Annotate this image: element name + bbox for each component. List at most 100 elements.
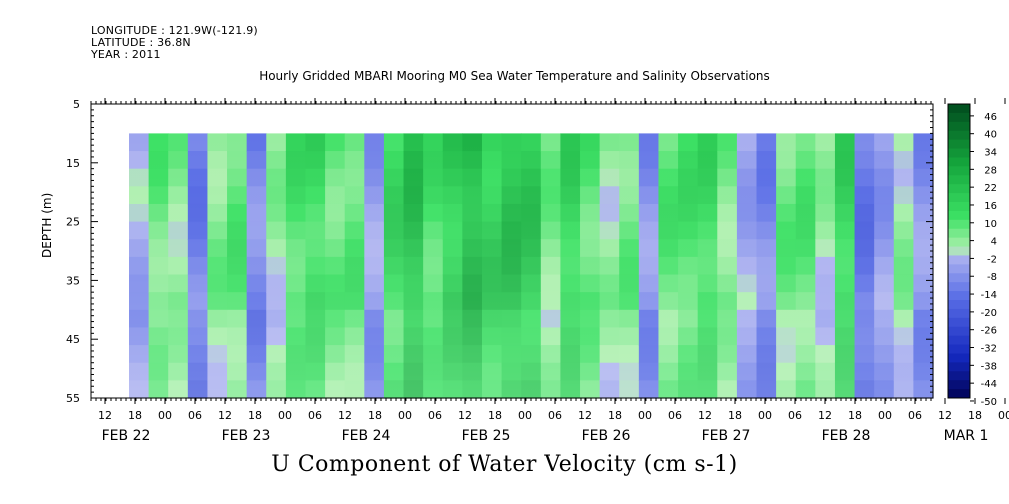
x-hour-label: 12 (458, 409, 472, 422)
colorbar-band (948, 157, 970, 167)
colorbar-label: -20 (981, 308, 997, 319)
x-hour-label: 00 (158, 409, 172, 422)
x-hour-label: 00 (878, 409, 892, 422)
y-tick-label: 55 (66, 392, 80, 405)
colorbar-band (948, 326, 970, 337)
x-day-label: FEB 27 (702, 428, 751, 444)
x-hour-label: 00 (758, 409, 772, 422)
colorbar-label: 28 (984, 165, 997, 176)
x-axis-title: U Component of Water Velocity (cm s-1) (271, 452, 738, 477)
colorbar-band (948, 362, 970, 372)
chart-title: Hourly Gridded MBARI Mooring M0 Sea Wate… (259, 69, 770, 83)
x-hour-label: 18 (368, 409, 382, 422)
colorbar-band (948, 104, 970, 114)
x-hour-label: 06 (908, 409, 922, 422)
colorbar-band (948, 139, 970, 150)
colorbar-band (948, 148, 970, 158)
x-hour-label: 12 (818, 409, 832, 422)
colorbar-label: -8 (987, 272, 997, 283)
x-hour-label: 00 (278, 409, 292, 422)
colorbar-band (948, 130, 970, 141)
x-hour-label: 18 (728, 409, 742, 422)
colorbar-band (948, 344, 970, 354)
colorbar-band (948, 371, 970, 381)
x-hour-label: 06 (788, 409, 802, 422)
x-hour-label: 12 (698, 409, 712, 422)
latitude-label: LATITUDE : 36.8N (91, 36, 191, 49)
x-hour-label: 06 (188, 409, 202, 422)
colorbar-band (948, 184, 970, 194)
colorbar-band (948, 282, 970, 292)
x-axis: 12 18 00 06 12 18 00 06 12 18 00 06 12 18 00 06 12 18 00 06… (90, 98, 1009, 444)
x-hour-label: 18 (488, 409, 502, 422)
colorbar-band (948, 353, 970, 363)
colorbar-band (948, 335, 970, 346)
y-axis: 5 15 25 35 45 55 (66, 98, 933, 405)
colorbar-label: 22 (984, 183, 997, 194)
x-hour-label: 00 (638, 409, 652, 422)
colorbar-band (948, 193, 970, 203)
x-hour-label: 18 (608, 409, 622, 422)
colorbar-band (948, 175, 970, 185)
x-hour-label: 06 (308, 409, 322, 422)
y-tick-label: 15 (66, 157, 80, 170)
colorbar-label: -2 (987, 254, 997, 265)
colorbar-label: -50 (981, 397, 997, 408)
colorbar-band (948, 273, 970, 283)
x-hour-label: 06 (548, 409, 562, 422)
depth-shading (129, 133, 933, 398)
colorbar-band (948, 112, 970, 123)
colorbar-band (948, 389, 970, 399)
x-hour-label: 18 (128, 409, 142, 422)
colorbar-label: -26 (981, 326, 997, 337)
colorbar-label: -32 (981, 344, 997, 355)
x-hour-label: 12 (578, 409, 592, 422)
colorbar-band (948, 237, 970, 248)
colorbar-band (948, 380, 970, 390)
colorbar-label: 16 (984, 201, 997, 212)
colorbar-band (948, 291, 970, 301)
colorbar-label: 40 (984, 130, 997, 141)
colorbar-label: 4 (991, 237, 997, 248)
x-hour-label: 18 (248, 409, 262, 422)
x-day-label: FEB 24 (342, 428, 391, 444)
x-hour-label: 12 (98, 409, 112, 422)
colorbar-band (948, 219, 970, 230)
x-day-label: FEB 25 (462, 428, 511, 444)
x-hour-label: 18 (848, 409, 862, 422)
x-hour-label: 06 (428, 409, 442, 422)
x-day-label: FEB 26 (582, 428, 631, 444)
colorbar-band (948, 228, 970, 239)
y-tick-label: 5 (73, 98, 80, 111)
x-day-label: FEB 22 (102, 428, 151, 444)
colorbar-label: -14 (981, 290, 997, 301)
x-day-label: FEB 23 (222, 428, 271, 444)
colorbar-band (948, 255, 970, 265)
x-day-label: FEB 28 (822, 428, 871, 444)
x-hour-label: 18 (968, 409, 982, 422)
colorbar-band (948, 166, 970, 176)
colorbar-band (948, 300, 970, 310)
x-hour-label: 00 (998, 409, 1009, 422)
colorbar-frame (947, 103, 971, 399)
colorbar-label: 46 (984, 112, 997, 123)
colorbar-label: 10 (984, 219, 997, 230)
y-tick-label: 25 (66, 216, 80, 229)
x-hour-label: 06 (668, 409, 682, 422)
longitude-label: LONGITUDE : 121.9W(-121.9) (91, 24, 258, 37)
colorbar-band (948, 264, 970, 274)
colorbar-band (948, 210, 970, 221)
colorbar-band (948, 308, 970, 319)
y-tick-label: 45 (66, 333, 80, 346)
colorbar-band (948, 121, 970, 132)
x-hour-label: 12 (938, 409, 952, 422)
colorbar: 46 40 34 28 22 16 10 4 -2 -8 -14 -20 -26 -32 -38 -44 -50 (947, 103, 997, 408)
colorbar-band (948, 202, 970, 212)
colorbar-label: -38 (981, 361, 997, 372)
x-hour-label: 00 (518, 409, 532, 422)
x-day-label: MAR 1 (944, 428, 989, 444)
x-hour-label: 12 (338, 409, 352, 422)
colorbar-label: 34 (984, 148, 997, 159)
y-tick-label: 35 (66, 274, 80, 287)
